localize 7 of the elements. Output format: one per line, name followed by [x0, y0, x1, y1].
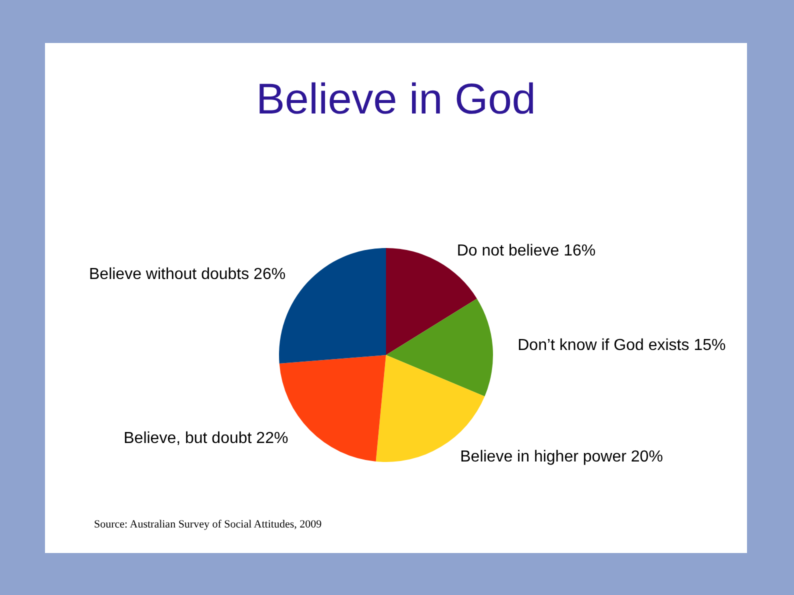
- slice-label: Don’t know if God exists 15%: [518, 337, 726, 354]
- slice-label: Believe in higher power 20%: [460, 448, 663, 466]
- chart-title: Believe in God: [256, 76, 536, 124]
- slice-label: Do not believe 16%: [456, 242, 596, 260]
- slice-label: Believe without doubts 26%: [89, 266, 286, 283]
- source-note: Source: Australian Survey of Social Attitudes, 2009: [94, 518, 322, 530]
- slice-label: Believe, but doubt 22%: [124, 430, 288, 447]
